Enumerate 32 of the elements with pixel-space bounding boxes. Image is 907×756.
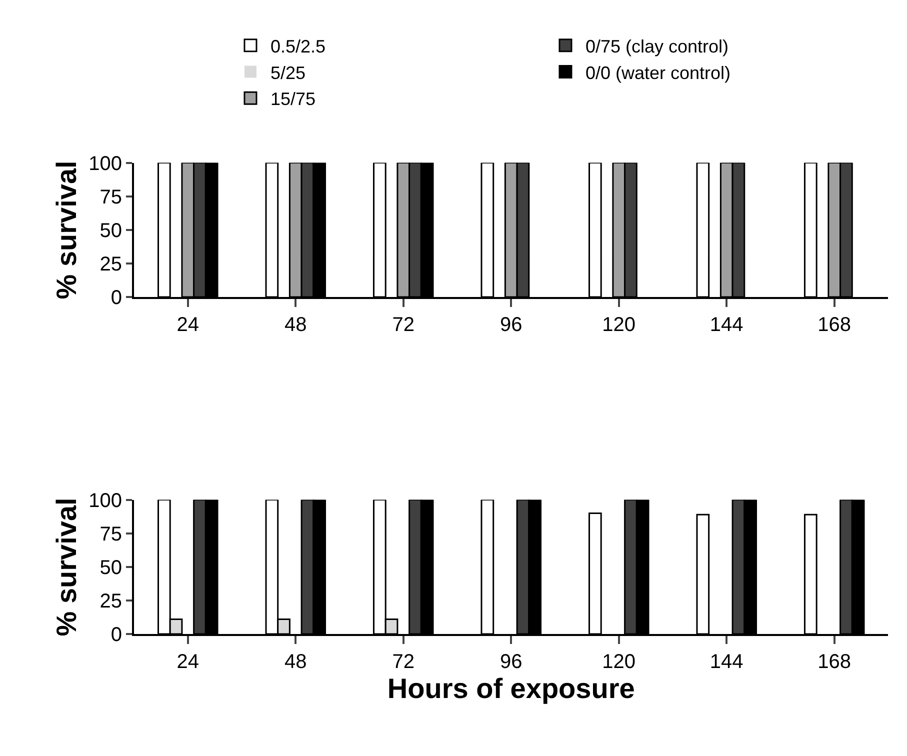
- y-tick-label: 50: [100, 220, 122, 242]
- legend-label: 15/75: [270, 89, 316, 110]
- x-tick-label: 72: [392, 651, 414, 674]
- y-tick-label: 100: [88, 490, 122, 512]
- y-tick-label: 50: [100, 556, 122, 579]
- y-tick-label: 0: [110, 624, 122, 646]
- x-tick-label: 168: [818, 314, 852, 336]
- x-tick-label: 48: [284, 314, 307, 336]
- x-tick-label: 96: [500, 314, 522, 336]
- y-tick-label: 100: [88, 152, 122, 175]
- y-tick-label: 0: [110, 287, 122, 310]
- x-tick-label: 48: [284, 651, 307, 674]
- y-tick-label: 75: [100, 523, 122, 546]
- legend-label: 0/75 (clay control): [585, 36, 729, 56]
- y-axis-title: % survival: [50, 498, 82, 636]
- legend-label: 0/0 (water control): [585, 62, 731, 83]
- x-tick-label: 144: [710, 651, 744, 674]
- y-axis-title: % survival: [50, 160, 82, 300]
- x-tick-label: 168: [818, 651, 852, 674]
- x-tick-label: 144: [710, 314, 744, 336]
- legend-label: 5/25: [270, 62, 306, 83]
- x-tick-label: 120: [602, 651, 636, 674]
- legend-label: 0.5/2.5: [270, 36, 326, 56]
- y-tick-label: 25: [100, 253, 122, 276]
- x-axis-title: Hours of exposure: [387, 673, 635, 704]
- y-tick-label: 75: [100, 186, 122, 208]
- x-tick-label: 24: [176, 651, 200, 674]
- x-tick-label: 120: [602, 314, 636, 336]
- x-tick-label: 96: [500, 651, 522, 674]
- x-tick-label: 72: [392, 314, 414, 336]
- y-tick-label: 25: [100, 590, 122, 612]
- x-tick-label: 24: [176, 314, 200, 336]
